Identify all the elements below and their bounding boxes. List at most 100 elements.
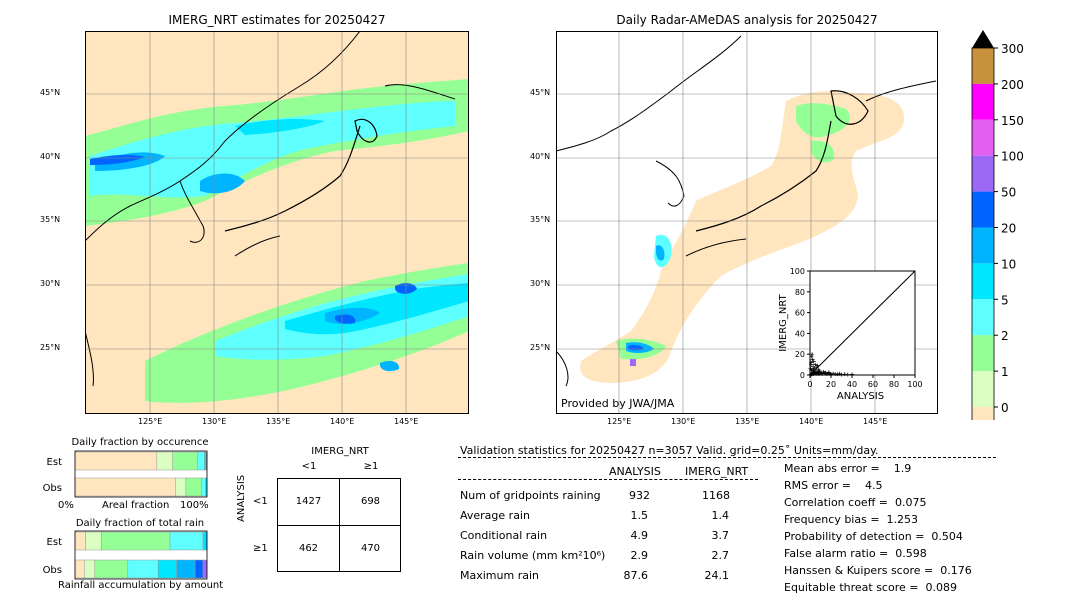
stat-label: Average rain: [460, 509, 530, 522]
scatter-xtick-label: 20: [826, 380, 836, 389]
right-lat-label: 30°N: [530, 279, 551, 288]
bar-frame: [74, 450, 208, 498]
left-lat-label: 40°N: [40, 152, 61, 161]
contingency-row-header: ≥1: [253, 543, 268, 554]
scatter-ytick-label: 60: [795, 309, 805, 318]
stat-imerg: 1.4: [711, 509, 730, 522]
colorbar-segment: [972, 119, 994, 156]
colorbar-segment: [972, 48, 994, 84]
right-map-title: Daily Radar-AMeDAS analysis for 20250427: [616, 13, 878, 27]
bar-segment: [74, 451, 158, 471]
colorbar-tick-label: 2: [1001, 329, 1009, 343]
scatter-ytick-label: 0: [800, 371, 805, 380]
right-lat-label: 25°N: [530, 343, 551, 352]
colorbar-tick-label: 20: [1001, 222, 1016, 236]
score-frequency-bias: Frequency bias = 1.253: [784, 513, 919, 526]
bar-segment: [202, 559, 208, 579]
scatter-point: [811, 359, 816, 364]
bar-frame: [74, 530, 208, 580]
colorbar-segment: [972, 407, 994, 420]
scatter-xlabel: ANALYSIS: [837, 391, 884, 402]
colorbar-segment: [972, 371, 994, 407]
scatter-ytick-label: 100: [790, 267, 805, 276]
validation-header: Validation statistics for 20250427 n=305…: [460, 444, 879, 457]
scatter-point: [835, 372, 840, 377]
bar-segment: [83, 559, 96, 579]
bar-category-label: Obs: [43, 483, 62, 494]
bar-segment: [204, 451, 207, 471]
colorbar-segment: [972, 299, 994, 336]
stat-imerg: 2.7: [711, 549, 730, 562]
colorbar-tick-label: 200: [1001, 78, 1024, 92]
stat-analysis: 4.9: [630, 529, 649, 542]
scatter-point: [809, 362, 814, 367]
left-map-title: IMERG_NRT estimates for 20250427: [168, 13, 386, 27]
stat-analysis: 1.5: [630, 509, 649, 522]
scatter-point: [831, 371, 836, 376]
colorbar-tick-label: 150: [1001, 114, 1024, 128]
contingency-cell: 698: [360, 496, 381, 507]
bar-segment: [101, 531, 171, 551]
bar-segment: [156, 451, 173, 471]
left-lat-label: 45°N: [40, 88, 61, 97]
scatter-xtick-label: 60: [868, 380, 878, 389]
right-lon-label: 135°E: [735, 417, 760, 426]
colorbar-tick-label: 5: [1001, 293, 1009, 307]
right-lat-label: 45°N: [530, 88, 551, 97]
scatter-inset: 0 20 40 60 80 100 0 20 40 60 80 100 ANALYSIS IMERG_NR…: [778, 267, 923, 402]
colorbar-segment: [972, 263, 994, 300]
bar-category-label: Est: [47, 457, 63, 468]
right-lon-label: 125°E: [607, 417, 632, 426]
contingency-grid: 1427 698 462 470: [277, 478, 401, 572]
left-lat-label: 25°N: [40, 343, 61, 352]
colorbar-tick-label: 50: [1001, 186, 1016, 200]
scatter-xtick-label: 0: [807, 380, 812, 389]
bar-segment: [157, 559, 177, 579]
scatter-point: [817, 368, 822, 373]
right-map: [556, 31, 938, 414]
colorbar: 30020015010050201052100: [971, 30, 1024, 420]
score-pod: Probability of detection = 0.504: [784, 530, 963, 543]
stat-analysis: 2.9: [630, 549, 649, 562]
scatter-ytick-label: 80: [795, 288, 805, 297]
occurrence-xtick-0: 0%: [58, 500, 74, 511]
colorbar-tick-label: 0: [1001, 401, 1009, 415]
stat-label: Rain volume (mm km²10⁶): [460, 549, 606, 562]
scatter-point: [845, 372, 850, 377]
left-lat-label: 30°N: [40, 279, 61, 288]
total-rain-chart: Est Obs: [43, 530, 208, 580]
bar-segment: [74, 477, 176, 497]
scatter-ytick-label: 20: [795, 350, 805, 359]
colorbar-extend-arrow: [972, 30, 994, 48]
scatter-xtick-label: 40: [847, 380, 857, 389]
right-lon-label: 140°E: [799, 417, 824, 426]
stat-analysis: 932: [629, 489, 650, 502]
score-mae: Mean abs error = 1.9: [784, 462, 912, 475]
bar-segment: [85, 531, 102, 551]
bar-segment: [197, 451, 205, 471]
scatter-point: [837, 371, 842, 376]
bar-segment: [175, 477, 187, 497]
right-lon-label: 130°E: [671, 417, 696, 426]
scatter-point: [842, 372, 847, 377]
contingency-col-header: ≥1: [363, 461, 379, 472]
stat-imerg: 1168: [702, 489, 730, 502]
colorbar-tick-label: 10: [1001, 257, 1016, 271]
validation-divider: [458, 457, 996, 458]
right-lat-label: 40°N: [530, 152, 551, 161]
colorbar-segment: [972, 191, 994, 228]
contingency-col-header: <1: [301, 461, 317, 472]
bar-segment: [172, 451, 199, 471]
scatter-point: [810, 352, 815, 357]
scatter-xtick-label: 100: [907, 380, 922, 389]
validation-divider: [458, 479, 758, 480]
occurrence-xtick-1: 100%: [180, 500, 209, 511]
left-lon-label: 125°E: [138, 417, 163, 426]
bar-segment: [74, 559, 85, 579]
contingency-row-header: <1: [253, 496, 268, 507]
colorbar-tick-label: 1: [1001, 365, 1009, 379]
colorbar-segment: [972, 227, 994, 264]
data-credit: Provided by JWA/JMA: [561, 397, 675, 410]
stat-label: Maximum rain: [460, 569, 539, 582]
score-far: False alarm ratio = 0.598: [784, 547, 927, 560]
